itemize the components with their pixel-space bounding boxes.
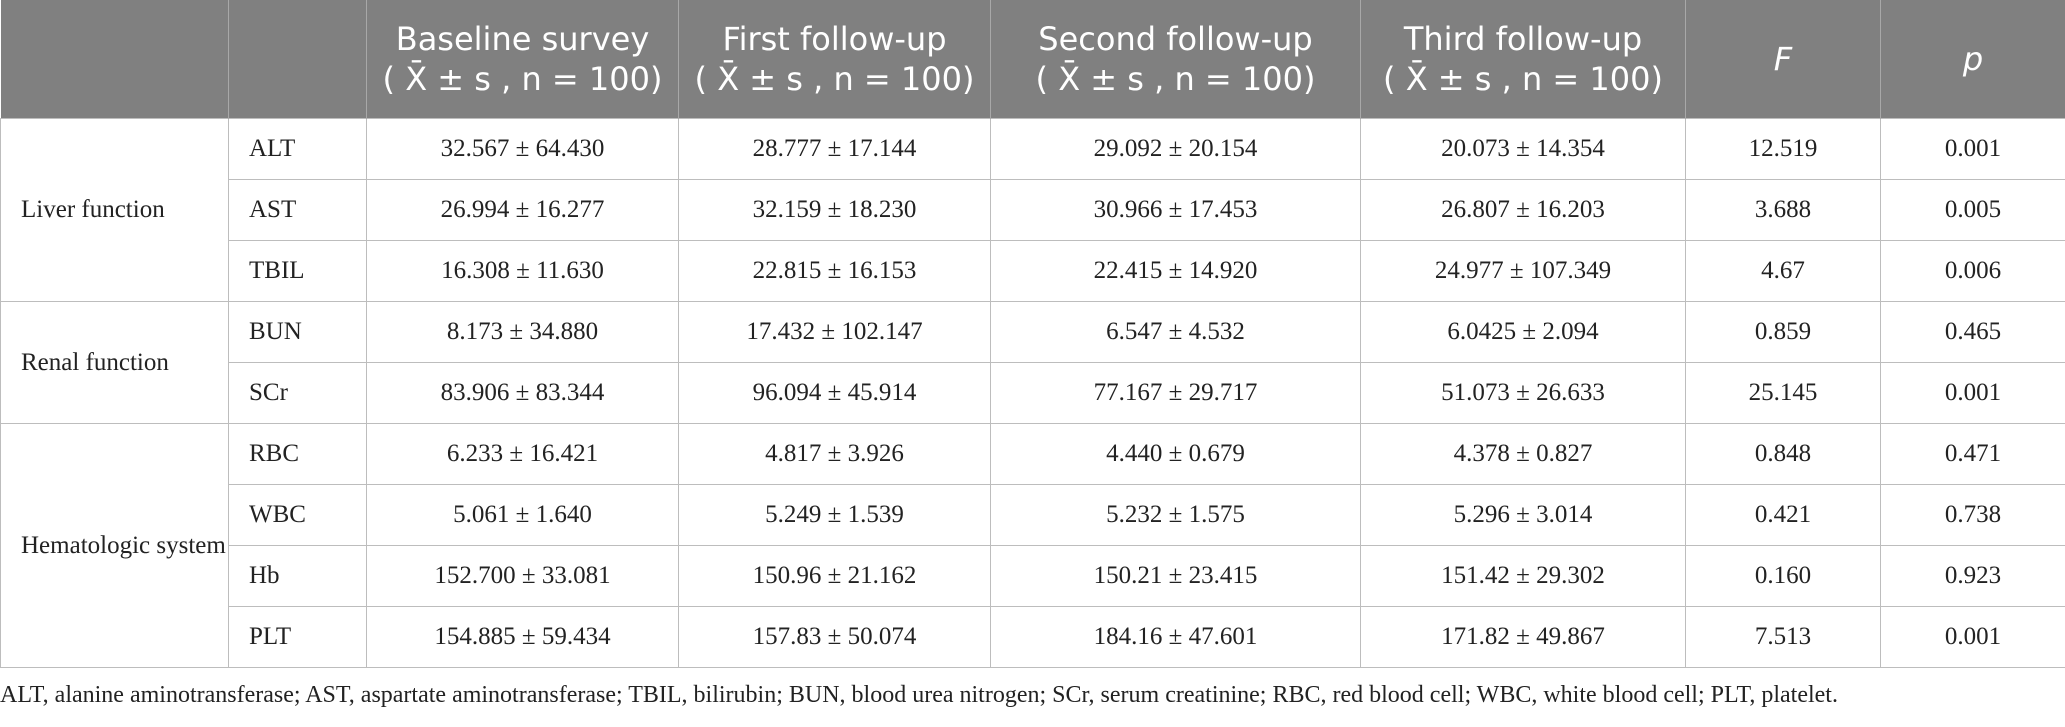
table-row: Hematologic system RBC 6.233 ± 16.421 4.817… [0, 423, 2065, 668]
value-cell: 32.159 ± 18.230 [678, 179, 991, 241]
header-row: Baseline survey( X̄ ± s , n = 100) First … [0, 0, 2065, 119]
value-cell: 0.001 [1880, 118, 2065, 180]
value-cell: 6.0425 ± 2.094 [1360, 301, 1686, 363]
header-title: p [1962, 40, 1984, 78]
header-title: Second follow-up [1038, 20, 1313, 58]
value-cell: 151.42 ± 29.302 [1360, 545, 1686, 607]
value-cell: 6.233 ± 16.421 [366, 423, 679, 485]
value-cell: 7.513 [1685, 606, 1881, 668]
row-label: TBIL [228, 240, 367, 302]
table-row: Renal function BUN 8.173 ± 34.880 17.432 ± … [0, 301, 2065, 424]
footnote: ALT, alanine aminotransferase; AST, aspa… [0, 682, 1838, 708]
header-subtitle: ( X̄ ± s , n = 100) [1035, 60, 1316, 98]
value-cell: 22.815 ± 16.153 [678, 240, 991, 302]
header-cell: First follow-up( X̄ ± s , n = 100) [678, 0, 991, 119]
row-label: Hb [228, 545, 367, 607]
value-cell: 30.966 ± 17.453 [990, 179, 1361, 241]
header-cell: Third follow-up( X̄ ± s , n = 100) [1360, 0, 1686, 119]
value-cell: 6.547 ± 4.532 [990, 301, 1361, 363]
header-cell: F [1685, 0, 1881, 119]
value-cell: 0.923 [1880, 545, 2065, 607]
row-label: AST [228, 179, 367, 241]
value-cell: 3.688 [1685, 179, 1881, 241]
value-cell: 0.848 [1685, 423, 1881, 485]
value-cell: 150.21 ± 23.415 [990, 545, 1361, 607]
value-cell: 24.977 ± 107.349 [1360, 240, 1686, 302]
value-cell: 0.160 [1685, 545, 1881, 607]
value-cell: 4.67 [1685, 240, 1881, 302]
value-cell: 25.145 [1685, 362, 1881, 424]
group-cell: Hematologic system [0, 423, 229, 668]
header-cell: Second follow-up( X̄ ± s , n = 100) [990, 0, 1361, 119]
value-cell: 4.817 ± 3.926 [678, 423, 991, 485]
value-cell: 157.83 ± 50.074 [678, 606, 991, 668]
header-subtitle: ( X̄ ± s , n = 100) [694, 60, 975, 98]
value-cell: 12.519 [1685, 118, 1881, 180]
value-cell: 184.16 ± 47.601 [990, 606, 1361, 668]
table-row: AST 26.994 ± 16.277 32.159 ± 18.230 30.966 … [1, 179, 2065, 241]
row-label: WBC [228, 484, 367, 546]
value-cell: 0.859 [1685, 301, 1881, 363]
header-title: Third follow-up [1403, 20, 1643, 58]
value-cell: 171.82 ± 49.867 [1360, 606, 1686, 668]
value-cell: 150.96 ± 21.162 [678, 545, 991, 607]
value-cell: 20.073 ± 14.354 [1360, 118, 1686, 180]
table-row: TBIL 16.308 ± 11.630 22.815 ± 16.153 22.415… [1, 240, 2065, 302]
value-cell: 5.296 ± 3.014 [1360, 484, 1686, 546]
value-cell: 8.173 ± 34.880 [366, 301, 679, 363]
row-label: SCr [228, 362, 367, 424]
value-cell: 0.001 [1880, 606, 2065, 668]
value-cell: 154.885 ± 59.434 [366, 606, 679, 668]
value-cell: 0.465 [1880, 301, 2065, 363]
value-cell: 0.738 [1880, 484, 2065, 546]
group-cell: Renal function [0, 301, 229, 424]
row-label: RBC [228, 423, 367, 485]
value-cell: 5.061 ± 1.640 [366, 484, 679, 546]
header-title: F [1773, 40, 1793, 78]
table-body: Liver function ALT 32.567 ± 64.430 28.777 ±… [0, 118, 2065, 668]
header-cell [228, 0, 367, 119]
header-cell: p [1880, 0, 2065, 119]
value-cell: 28.777 ± 17.144 [678, 118, 991, 180]
value-cell: 83.906 ± 83.344 [366, 362, 679, 424]
row-label: BUN [228, 301, 367, 363]
header-subtitle: ( X̄ ± s , n = 100) [1383, 60, 1663, 98]
table-row: Liver function ALT 32.567 ± 64.430 28.777 ±… [0, 118, 2065, 302]
value-cell: 26.994 ± 16.277 [366, 179, 679, 241]
value-cell: 0.005 [1880, 179, 2065, 241]
data-table: Baseline survey( X̄ ± s , n = 100) First … [0, 0, 2065, 668]
value-cell: 4.378 ± 0.827 [1360, 423, 1686, 485]
value-cell: 0.471 [1880, 423, 2065, 485]
header-cell [0, 0, 229, 119]
header-cell: Baseline survey( X̄ ± s , n = 100) [366, 0, 679, 119]
row-label: PLT [228, 606, 367, 668]
value-cell: 29.092 ± 20.154 [990, 118, 1361, 180]
value-cell: 32.567 ± 64.430 [366, 118, 679, 180]
value-cell: 0.001 [1880, 362, 2065, 424]
table-row: SCr 83.906 ± 83.344 96.094 ± 45.914 77.167 … [1, 362, 2065, 424]
value-cell: 22.415 ± 14.920 [990, 240, 1361, 302]
value-cell: 5.232 ± 1.575 [990, 484, 1361, 546]
header-subtitle: ( X̄ ± s , n = 100) [382, 60, 663, 98]
value-cell: 5.249 ± 1.539 [678, 484, 991, 546]
value-cell: 96.094 ± 45.914 [678, 362, 991, 424]
value-cell: 0.421 [1685, 484, 1881, 546]
value-cell: 26.807 ± 16.203 [1360, 179, 1686, 241]
table-row: Hb 152.700 ± 33.081 150.96 ± 21.162 150.21 … [1, 545, 2065, 607]
value-cell: 4.440 ± 0.679 [990, 423, 1361, 485]
row-label: ALT [228, 118, 367, 180]
value-cell: 51.073 ± 26.633 [1360, 362, 1686, 424]
value-cell: 152.700 ± 33.081 [366, 545, 679, 607]
group-cell: Liver function [0, 118, 229, 302]
value-cell: 0.006 [1880, 240, 2065, 302]
value-cell: 77.167 ± 29.717 [990, 362, 1361, 424]
table-row: WBC 5.061 ± 1.640 5.249 ± 1.539 5.232 ± 1.5… [1, 484, 2065, 546]
value-cell: 17.432 ± 102.147 [678, 301, 991, 363]
header-title: First follow-up [722, 20, 947, 58]
header-title: Baseline survey [395, 20, 650, 58]
value-cell: 16.308 ± 11.630 [366, 240, 679, 302]
table-row: PLT 154.885 ± 59.434 157.83 ± 50.074 184.16… [1, 606, 2065, 668]
